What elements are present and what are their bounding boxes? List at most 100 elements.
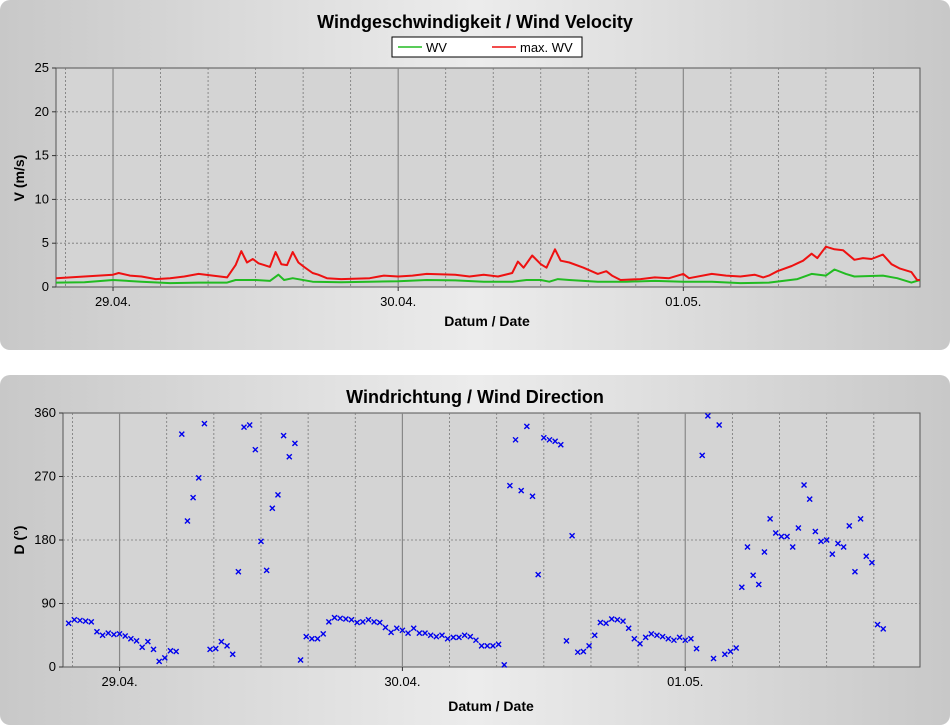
y-ticks: 0 90 180 270 360 [34, 405, 63, 674]
y-tick-label: 25 [35, 60, 49, 75]
data-point [586, 642, 593, 649]
data-point [676, 634, 683, 641]
data-point [829, 551, 836, 558]
data-point [518, 487, 525, 494]
data-point [642, 634, 649, 641]
data-point [218, 638, 225, 645]
series-layer [65, 412, 887, 668]
data-point [450, 634, 457, 641]
data-point [727, 648, 734, 655]
data-point [608, 616, 615, 623]
data-point [857, 515, 864, 522]
data-point [422, 630, 429, 637]
data-point [393, 625, 400, 632]
series-line-wv [55, 268, 921, 285]
data-point [156, 658, 163, 665]
data-point [501, 661, 508, 668]
data-point [455, 634, 462, 641]
data-point [693, 645, 700, 652]
data-point [687, 635, 694, 642]
data-point [201, 420, 208, 427]
data-point [591, 632, 598, 639]
x-tick-label: 01.05. [667, 674, 703, 689]
data-point [738, 584, 745, 591]
data-point [557, 441, 564, 448]
data-point [110, 631, 117, 638]
data-point [348, 616, 355, 623]
data-point [252, 446, 259, 453]
data-point [161, 654, 168, 661]
x-tick-label: 01.05. [665, 294, 701, 309]
x-tick-label: 30.04. [384, 674, 420, 689]
data-point [263, 567, 270, 574]
data-point [789, 544, 796, 551]
chart-title: Windrichtung / Wind Direction [346, 387, 604, 407]
data-point [603, 620, 610, 627]
data-point [337, 615, 344, 622]
data-point [512, 436, 519, 443]
legend-label-max-wv: max. WV [520, 40, 573, 55]
data-point [376, 619, 383, 626]
data-point [778, 533, 785, 540]
data-point [461, 632, 468, 639]
data-point [721, 651, 728, 658]
y-tick-label: 360 [34, 405, 56, 420]
data-point [744, 544, 751, 551]
data-point [636, 640, 643, 647]
data-point [823, 537, 830, 543]
data-point [308, 635, 315, 642]
data-point [93, 628, 100, 635]
data-point [444, 635, 451, 642]
data-point [614, 616, 621, 623]
y-tick-label: 0 [42, 279, 49, 294]
series-layer [55, 245, 921, 285]
y-tick-label: 20 [35, 104, 49, 119]
data-point [116, 630, 123, 637]
x-axis-label: Datum / Date [448, 698, 534, 714]
direction-chart-panel: Windrichtung / Wind Direction 0 90 180 270 3… [0, 375, 950, 725]
data-point [806, 496, 813, 503]
data-point [761, 548, 768, 555]
data-point [755, 581, 762, 588]
data-point [552, 438, 559, 445]
x-tick-label: 30.04. [380, 294, 416, 309]
data-point [574, 649, 581, 656]
x-tick-label: 29.04. [101, 674, 137, 689]
data-point [772, 529, 779, 536]
data-point [354, 619, 361, 626]
direction-chart: Windrichtung / Wind Direction 0 90 180 270 3… [11, 387, 921, 714]
y-ticks: 0 5 10 15 20 25 [35, 60, 56, 294]
data-point [410, 625, 417, 632]
data-point [801, 481, 808, 488]
data-point [484, 642, 491, 649]
data-point [235, 568, 242, 575]
data-point [331, 614, 338, 621]
data-point [546, 436, 553, 443]
data-point [173, 648, 180, 655]
x-tick-label: 29.04. [95, 294, 131, 309]
velocity-chart: Windgeschwindigkeit / Wind Velocity WV m… [11, 12, 921, 329]
data-point [472, 637, 479, 644]
y-tick-label: 5 [42, 235, 49, 250]
data-point [314, 635, 321, 642]
data-point [563, 637, 570, 644]
data-point [274, 491, 281, 498]
data-point [874, 621, 881, 628]
grid [63, 413, 920, 667]
data-point [65, 620, 72, 627]
data-point [489, 642, 496, 649]
data-point [710, 655, 717, 662]
data-point [224, 642, 231, 649]
data-point [433, 633, 440, 640]
data-point [229, 651, 236, 658]
data-point [105, 630, 112, 637]
legend: WV max. WV [391, 36, 583, 58]
data-point [122, 632, 129, 639]
data-point [303, 633, 310, 640]
data-point [880, 625, 887, 632]
data-point [540, 434, 547, 441]
x-ticks: 29.04. 30.04. 01.05. [101, 667, 703, 689]
data-point [767, 515, 774, 522]
data-point [99, 632, 106, 639]
data-point [144, 638, 151, 645]
